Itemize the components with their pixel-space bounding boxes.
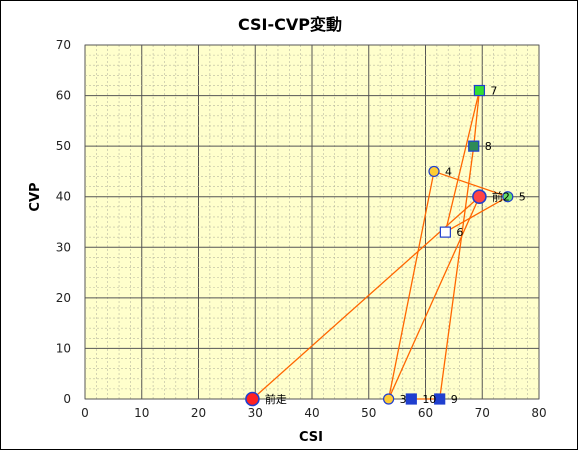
- chart-title: CSI-CVP変動: [238, 15, 342, 34]
- point-label: 8: [485, 140, 492, 153]
- point-label: 前2: [492, 190, 510, 204]
- marker-5: [502, 191, 514, 203]
- y-tick-label: 20: [56, 291, 71, 305]
- x-tick-label: 40: [304, 406, 319, 420]
- point-labels: 前走 前2 3 4 5 6 7 8 9 10: [265, 85, 526, 406]
- path-segment: [388, 196, 481, 400]
- x-tick-label: 10: [134, 406, 149, 420]
- path-segment: [445, 196, 509, 233]
- point-label: 3: [400, 393, 407, 406]
- gridlines: [84, 44, 540, 400]
- y-axis-title: CVP: [28, 182, 43, 211]
- path-segment: [433, 170, 508, 198]
- y-tick-label: 10: [56, 341, 71, 355]
- point-label: 6: [456, 226, 463, 239]
- marker-7: [473, 84, 486, 97]
- marker-4: [428, 165, 440, 178]
- x-tick-label: 0: [81, 406, 89, 420]
- y-tick-label: 30: [56, 240, 71, 254]
- marker-6: [439, 226, 451, 238]
- marker-9: [434, 393, 446, 405]
- x-axis-title: CSI: [299, 430, 323, 445]
- y-axis-ticks: 0 10 20 30 40 50 60 70: [56, 38, 71, 406]
- marker-前走: [245, 391, 260, 407]
- x-axis-ticks: 0 10 20 30 40 50 60 70 80: [81, 406, 546, 420]
- y-tick-label: 40: [56, 190, 71, 204]
- x-tick-label: 80: [531, 406, 546, 420]
- y-tick-label: 0: [63, 392, 71, 406]
- point-label: 9: [451, 393, 458, 406]
- x-tick-label: 50: [361, 406, 376, 420]
- marker-10: [405, 393, 417, 405]
- point-label: 5: [519, 191, 526, 204]
- x-tick-label: 30: [248, 406, 263, 420]
- path-segment: [439, 146, 475, 400]
- data-markers: [245, 84, 514, 407]
- marker-前2: [472, 189, 487, 205]
- point-label: 4: [445, 165, 452, 178]
- x-tick-label: 70: [475, 406, 490, 420]
- path-segment: [444, 90, 481, 233]
- point-label: 7: [490, 85, 497, 98]
- y-tick-label: 50: [56, 139, 71, 153]
- path-segment: [387, 171, 435, 400]
- path-segment: [473, 90, 481, 147]
- marker-8: [468, 140, 480, 152]
- y-tick-label: 70: [56, 38, 71, 52]
- point-label: 10: [422, 393, 436, 406]
- x-tick-label: 60: [418, 406, 433, 420]
- y-tick-label: 60: [56, 89, 71, 103]
- x-tick-label: 20: [191, 406, 206, 420]
- point-label: 前走: [265, 392, 287, 406]
- marker-3: [383, 393, 395, 405]
